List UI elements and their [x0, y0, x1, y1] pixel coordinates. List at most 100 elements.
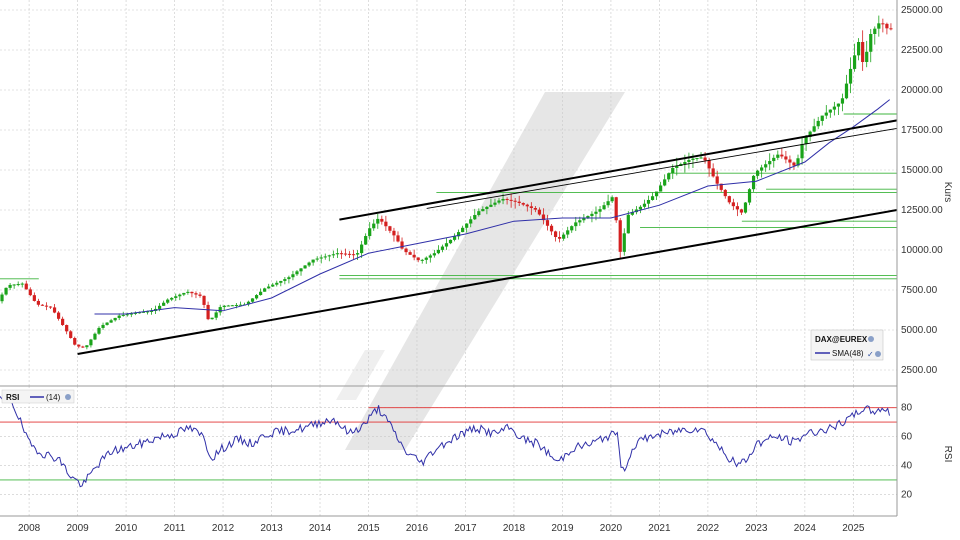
rsi-tick-label: 80	[901, 403, 913, 414]
candle-body	[865, 51, 869, 62]
candle-body	[287, 277, 291, 280]
candle-body	[735, 206, 739, 210]
candle-body	[691, 158, 695, 160]
candle-body	[149, 310, 154, 312]
candle-body	[671, 168, 675, 174]
candle-body	[751, 175, 756, 190]
candle-body	[69, 331, 73, 338]
candle-body	[24, 283, 28, 290]
candle-body	[473, 215, 477, 220]
candle-body	[125, 314, 129, 316]
price-tick-label: 2500.00	[901, 365, 938, 376]
candle-body	[832, 106, 836, 110]
rsi-tick-label: 20	[901, 489, 913, 500]
candle-body	[291, 274, 295, 278]
candle-body	[663, 179, 667, 186]
price-tick-label: 15000.00	[901, 165, 943, 176]
candle-body	[202, 295, 206, 305]
candle-body	[869, 34, 873, 52]
candle-body	[416, 257, 420, 261]
candle-body	[182, 292, 186, 295]
candle-body	[109, 320, 113, 323]
x-tick-label: 2018	[503, 523, 526, 534]
candle-body	[743, 202, 748, 213]
candle-body	[364, 236, 368, 245]
x-tick-label: 2009	[66, 523, 89, 534]
candle-body	[343, 253, 348, 255]
candle-body	[372, 223, 376, 229]
candle-body	[412, 254, 416, 258]
candle-body	[848, 68, 853, 84]
candle-body	[254, 295, 259, 299]
x-tick-label: 2017	[454, 523, 477, 534]
candle-body	[279, 280, 283, 283]
candle-body	[638, 206, 643, 210]
rsi-series	[0, 393, 890, 488]
price-tick-label: 10000.00	[901, 245, 943, 256]
candle-body	[97, 327, 101, 334]
candle-body	[667, 173, 671, 180]
candle-body	[477, 211, 481, 216]
candle-body	[133, 312, 137, 314]
gear-icon[interactable]	[868, 336, 874, 342]
candle-body	[61, 318, 65, 326]
gear-icon[interactable]	[65, 394, 71, 400]
candle-body	[574, 222, 578, 227]
x-tick-label: 2012	[212, 523, 235, 534]
candle-body	[275, 282, 279, 285]
candle-body	[73, 338, 77, 345]
candle-body	[764, 164, 768, 168]
candle-body	[529, 206, 533, 208]
rsi-axis-title: RSI	[942, 446, 953, 463]
candle-body	[606, 201, 610, 206]
candle-body	[384, 221, 388, 227]
x-tick-label: 2025	[842, 523, 865, 534]
candle-body	[65, 325, 69, 332]
candle-body	[537, 209, 542, 215]
x-tick-label: 2013	[260, 523, 283, 534]
candle-body	[654, 191, 659, 197]
candle-body	[659, 185, 663, 192]
candle-body	[768, 161, 772, 165]
price-tick-label: 25000.00	[901, 5, 943, 16]
candle-body	[796, 158, 800, 166]
gear-icon[interactable]	[875, 351, 881, 357]
rsi-tick-label: 40	[901, 460, 913, 471]
candle-body	[259, 291, 263, 296]
candle-body	[190, 291, 194, 294]
candle-body	[198, 294, 202, 296]
x-axis: 2008 2009 2010 2011 2012 2013 2014 2015 2016 2017…	[18, 523, 865, 534]
trend-channel-lines	[77, 119, 898, 355]
candle-body	[32, 295, 36, 301]
price-tick-label: 20000.00	[901, 85, 943, 96]
candle-body	[598, 209, 602, 212]
candle-body	[840, 98, 845, 104]
candle-body	[347, 253, 352, 255]
candle-body	[861, 42, 865, 62]
check-icon[interactable]: ✓	[867, 350, 874, 359]
candle-body	[250, 298, 255, 302]
candle-body	[117, 315, 121, 318]
candle-body	[89, 339, 93, 346]
candle-body	[501, 198, 505, 201]
candle-body	[214, 312, 218, 318]
candle-body	[85, 345, 89, 348]
candle-body	[614, 197, 618, 221]
candle-body	[16, 284, 20, 286]
price-grid	[0, 0, 897, 386]
candle-body	[784, 156, 788, 160]
candle-body	[481, 209, 485, 212]
rsi-tick-label: 60	[901, 432, 913, 443]
candle-body	[493, 202, 497, 205]
rsi-line	[0, 393, 890, 488]
candle-body	[675, 166, 679, 168]
candle-body	[246, 301, 251, 305]
candle-body	[715, 176, 719, 184]
candle-body	[703, 157, 707, 161]
candle-body	[517, 201, 521, 203]
candle-body	[489, 204, 493, 207]
x-tick-label: 2019	[551, 523, 574, 534]
candle-body	[408, 252, 412, 255]
candle-body	[836, 103, 841, 107]
